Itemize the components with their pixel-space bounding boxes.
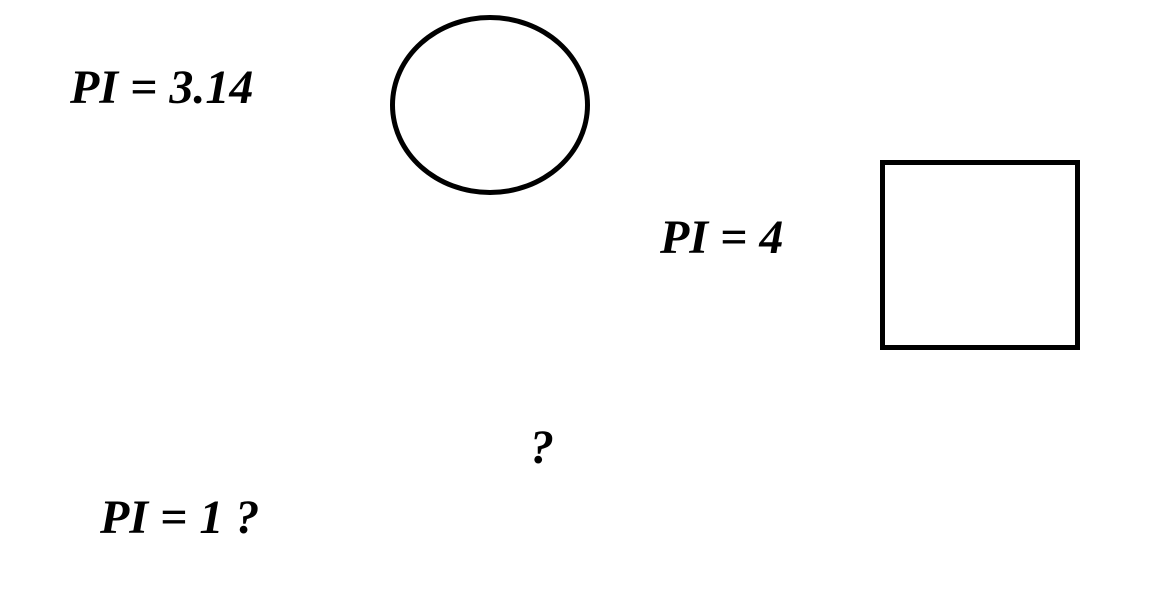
square-shape [880, 160, 1080, 350]
diagram-canvas: PI = 3.14 PI = 4 ? PI = 1 ? [0, 0, 1154, 595]
pi-circle-label: PI = 3.14 [70, 60, 253, 115]
pi-unknown-label: PI = 1 ? [100, 490, 259, 545]
circle-shape [390, 15, 590, 195]
question-mark-label: ? [530, 420, 554, 475]
pi-square-label: PI = 4 [660, 210, 783, 265]
